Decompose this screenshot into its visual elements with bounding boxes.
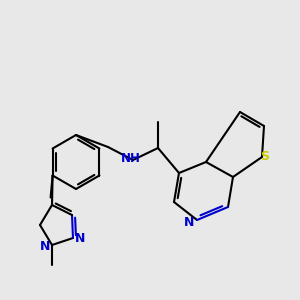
Text: N: N	[40, 239, 50, 253]
Text: N: N	[184, 215, 194, 229]
Text: S: S	[260, 149, 269, 163]
Text: NH: NH	[121, 152, 141, 164]
Text: N: N	[75, 232, 85, 245]
